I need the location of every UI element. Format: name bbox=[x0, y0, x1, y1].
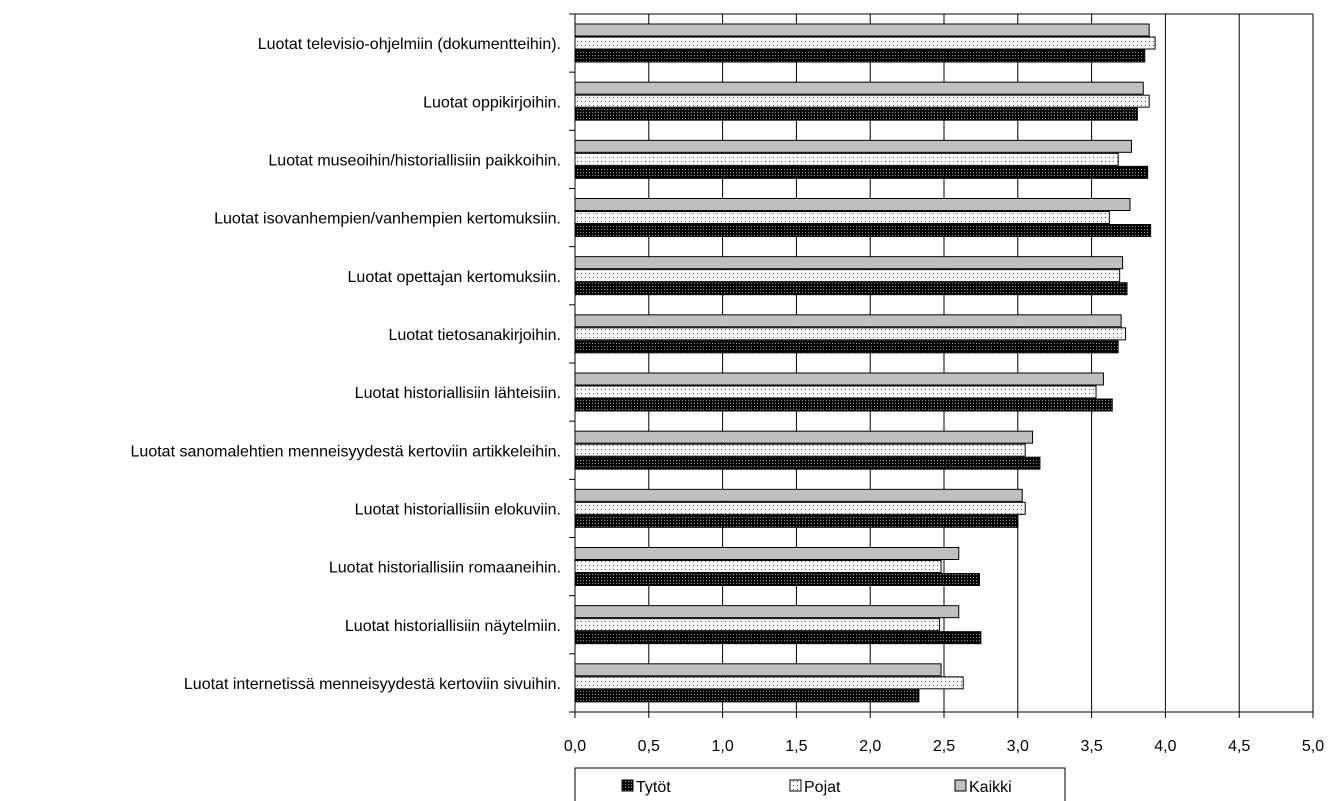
bar-tytöt bbox=[574, 573, 980, 586]
bars bbox=[574, 23, 1156, 703]
x-tick-label: 5,0 bbox=[1302, 738, 1324, 755]
category-label: Luotat televisio-ohjelmiin (dokumentteih… bbox=[258, 36, 561, 53]
x-tick-label: 3,5 bbox=[1080, 738, 1102, 755]
x-tick-label: 2,0 bbox=[859, 738, 881, 755]
category-label: Luotat museoihin/historiallisiin paikkoi… bbox=[268, 152, 561, 169]
bar-pojat bbox=[574, 327, 1127, 341]
bar-tytöt bbox=[574, 49, 1146, 63]
x-tick-label: 4,0 bbox=[1154, 738, 1176, 755]
bar-tytöt bbox=[574, 514, 1019, 528]
x-tick-label: 1,5 bbox=[785, 738, 807, 755]
category-label: Luotat internetissä menneisyydestä kerto… bbox=[184, 676, 561, 693]
bar-pojat bbox=[574, 211, 1110, 224]
bar-pojat bbox=[574, 501, 1026, 515]
bar-kaikki bbox=[574, 81, 1144, 95]
category-label: Luotat oppikirjoihin. bbox=[423, 94, 561, 111]
legend-label-kaikki: Kaikki bbox=[969, 779, 1012, 796]
legend-label-pojat: Pojat bbox=[804, 779, 841, 796]
bar-tytöt bbox=[574, 689, 920, 703]
bar-pojat bbox=[574, 269, 1121, 283]
x-tick-label: 3,0 bbox=[1007, 738, 1029, 755]
bar-kaikki bbox=[574, 547, 960, 560]
category-label: Luotat historiallisiin elokuviin. bbox=[355, 501, 561, 518]
legend-swatch-kaikki bbox=[954, 779, 967, 792]
bar-kaikki bbox=[574, 430, 1034, 444]
bar-kaikki bbox=[574, 488, 1023, 502]
bar-kaikki bbox=[574, 23, 1150, 37]
legend: Tytöt Pojat Kaikki bbox=[574, 767, 1066, 801]
bar-pojat bbox=[574, 560, 942, 573]
bar-tytöt bbox=[574, 282, 1128, 296]
x-tick-label: 2,5 bbox=[933, 738, 955, 755]
bar-pojat bbox=[574, 676, 964, 690]
category-label: Luotat historiallisiin romaaneihin. bbox=[329, 560, 561, 577]
bar-tytöt bbox=[574, 224, 1152, 237]
x-tick-label: 1,0 bbox=[711, 738, 733, 755]
x-tick-label: 0,0 bbox=[564, 738, 586, 755]
legend-swatch-pojat bbox=[789, 779, 802, 792]
legend-swatch-tytöt bbox=[621, 779, 634, 792]
bar-kaikki bbox=[574, 372, 1104, 386]
x-tick-label: 0,5 bbox=[638, 738, 660, 755]
bar-pojat bbox=[574, 152, 1119, 166]
bar-pojat bbox=[574, 618, 941, 632]
category-label: Luotat sanomalehtien menneisyydestä kert… bbox=[131, 443, 561, 460]
legend-label-tytöt: Tytöt bbox=[636, 779, 671, 796]
bar-kaikki bbox=[574, 198, 1131, 211]
category-label: Luotat historiallisiin näytelmiin. bbox=[345, 618, 561, 635]
bar-kaikki bbox=[574, 605, 960, 619]
bar-kaikki bbox=[574, 256, 1124, 270]
bar-tytöt bbox=[574, 398, 1113, 412]
category-label: Luotat tietosanakirjoihin. bbox=[388, 327, 561, 344]
bar-tytöt bbox=[574, 107, 1138, 121]
bar-pojat bbox=[574, 443, 1026, 457]
bar-tytöt bbox=[574, 340, 1119, 354]
axes bbox=[569, 13, 1313, 713]
bar-pojat bbox=[574, 94, 1150, 108]
bar-tytöt bbox=[574, 631, 982, 645]
bar-tytöt bbox=[574, 456, 1041, 470]
category-label: Luotat historiallisiin lähteisiin. bbox=[355, 385, 561, 402]
bar-kaikki bbox=[574, 663, 942, 677]
gridlines bbox=[574, 13, 1314, 718]
category-labels: Luotat televisio-ohjelmiin (dokumentteih… bbox=[131, 36, 561, 693]
bar-pojat bbox=[574, 36, 1156, 50]
category-label: Luotat opettajan kertomuksiin. bbox=[348, 269, 561, 286]
bar-pojat bbox=[574, 385, 1097, 399]
category-label: Luotat isovanhempien/vanhempien kertomuk… bbox=[214, 211, 561, 228]
bar-kaikki bbox=[574, 139, 1132, 153]
bar-kaikki bbox=[574, 314, 1122, 328]
bar-tytöt bbox=[574, 165, 1149, 179]
legend-box bbox=[574, 767, 1066, 801]
x-tick-label: 4,5 bbox=[1228, 738, 1250, 755]
x-tick-labels: 0,0 0,5 1,0 1,5 2,0 2,5 3,0 3,5 4,0 4,5 5,0 bbox=[564, 738, 1324, 755]
